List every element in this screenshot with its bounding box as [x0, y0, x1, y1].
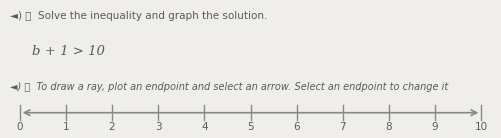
Text: 1: 1 — [63, 122, 69, 132]
Text: ◄) 🔊  To draw a ray, plot an endpoint and select an arrow. Select an endpoint to: ◄) 🔊 To draw a ray, plot an endpoint and… — [10, 82, 448, 92]
Text: 0: 0 — [17, 122, 23, 132]
Text: 2: 2 — [109, 122, 115, 132]
Text: 9: 9 — [432, 122, 438, 132]
Text: 3: 3 — [155, 122, 161, 132]
Text: 5: 5 — [247, 122, 254, 132]
Text: 7: 7 — [340, 122, 346, 132]
Text: 10: 10 — [475, 122, 488, 132]
Text: ◄) 🔊  Solve the inequality and graph the solution.: ◄) 🔊 Solve the inequality and graph the … — [10, 11, 268, 21]
Text: b + 1 > 10: b + 1 > 10 — [32, 45, 105, 58]
Text: 8: 8 — [386, 122, 392, 132]
Text: 6: 6 — [294, 122, 300, 132]
Text: 4: 4 — [201, 122, 207, 132]
